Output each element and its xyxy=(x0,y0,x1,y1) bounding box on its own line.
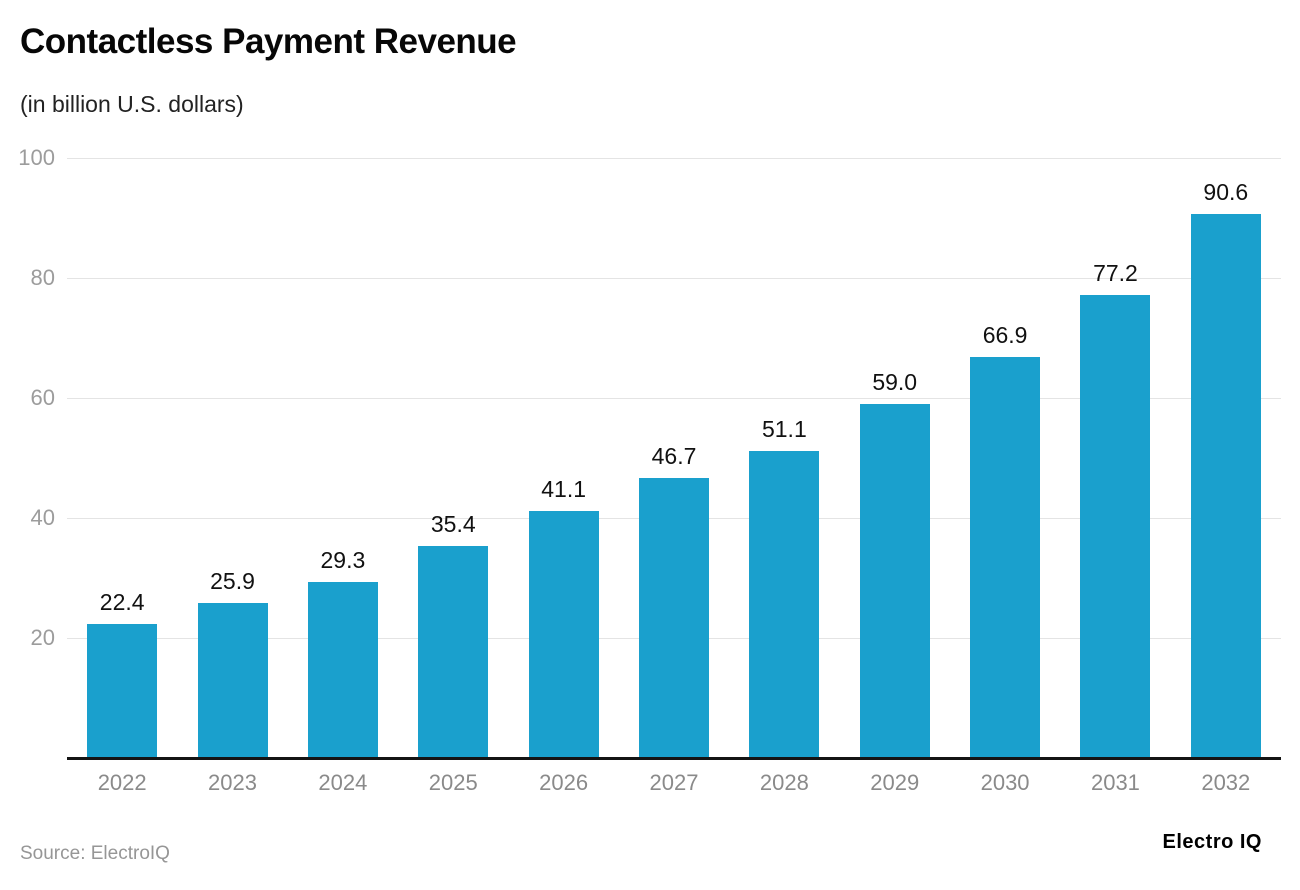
source-note: Source: ElectroIQ xyxy=(20,843,170,864)
bar xyxy=(970,356,1041,758)
bar xyxy=(528,511,599,758)
bar xyxy=(87,623,158,758)
x-tick-label: 2025 xyxy=(428,770,478,795)
bar-value-label: 35.4 xyxy=(430,510,476,537)
bar xyxy=(1080,294,1151,758)
y-tick-label: 80 xyxy=(30,265,55,290)
x-tick-label: 2026 xyxy=(539,770,589,795)
bar xyxy=(197,602,268,758)
bar-value-label: 90.6 xyxy=(1203,179,1249,206)
gridline xyxy=(67,398,1281,399)
bar xyxy=(1190,214,1261,758)
x-tick-label: 2031 xyxy=(1090,770,1140,795)
bar-value-label: 29.3 xyxy=(320,547,366,574)
x-tick-label: 2024 xyxy=(318,770,368,795)
y-tick-label: 100 xyxy=(18,145,55,170)
bar xyxy=(307,582,378,758)
x-axis-line xyxy=(67,757,1281,760)
chart-subtitle: (in billion U.S. dollars) xyxy=(20,91,244,117)
bar-value-label: 66.9 xyxy=(982,321,1028,348)
x-tick-label: 2032 xyxy=(1201,770,1251,795)
bar xyxy=(639,477,709,758)
bar-value-label: 59.0 xyxy=(872,369,918,395)
y-tick-label: 20 xyxy=(30,625,55,650)
gridline xyxy=(67,158,1281,159)
plot-area: 20 40 60 80 100 22.4 2022 25.9 2023 29.3 2024 35.4 2… xyxy=(18,145,1281,795)
brand-logo: Electro IQ xyxy=(1162,831,1262,853)
chart-title: Contactless Payment Revenue xyxy=(20,22,517,61)
y-tick-label: 60 xyxy=(30,385,55,410)
bar xyxy=(749,451,820,758)
bar-value-label: 51.1 xyxy=(761,416,807,443)
x-tick-label: 2030 xyxy=(980,770,1030,795)
y-tick-label: 40 xyxy=(30,505,55,530)
x-tick-label: 2028 xyxy=(759,770,809,795)
x-tick-label: 2029 xyxy=(870,770,920,795)
bar xyxy=(859,404,930,758)
bar-value-label: 77.2 xyxy=(1093,259,1138,286)
bar-value-label: 22.4 xyxy=(99,588,145,615)
bar-value-label: 41.1 xyxy=(541,476,586,503)
x-tick-label: 2022 xyxy=(97,770,147,795)
bar-value-label: 25.9 xyxy=(210,567,255,594)
bar xyxy=(418,545,489,758)
x-tick-label: 2023 xyxy=(208,770,257,795)
x-tick-label: 2027 xyxy=(649,770,699,795)
gridline xyxy=(67,278,1281,279)
bar-value-label: 46.7 xyxy=(651,442,697,469)
